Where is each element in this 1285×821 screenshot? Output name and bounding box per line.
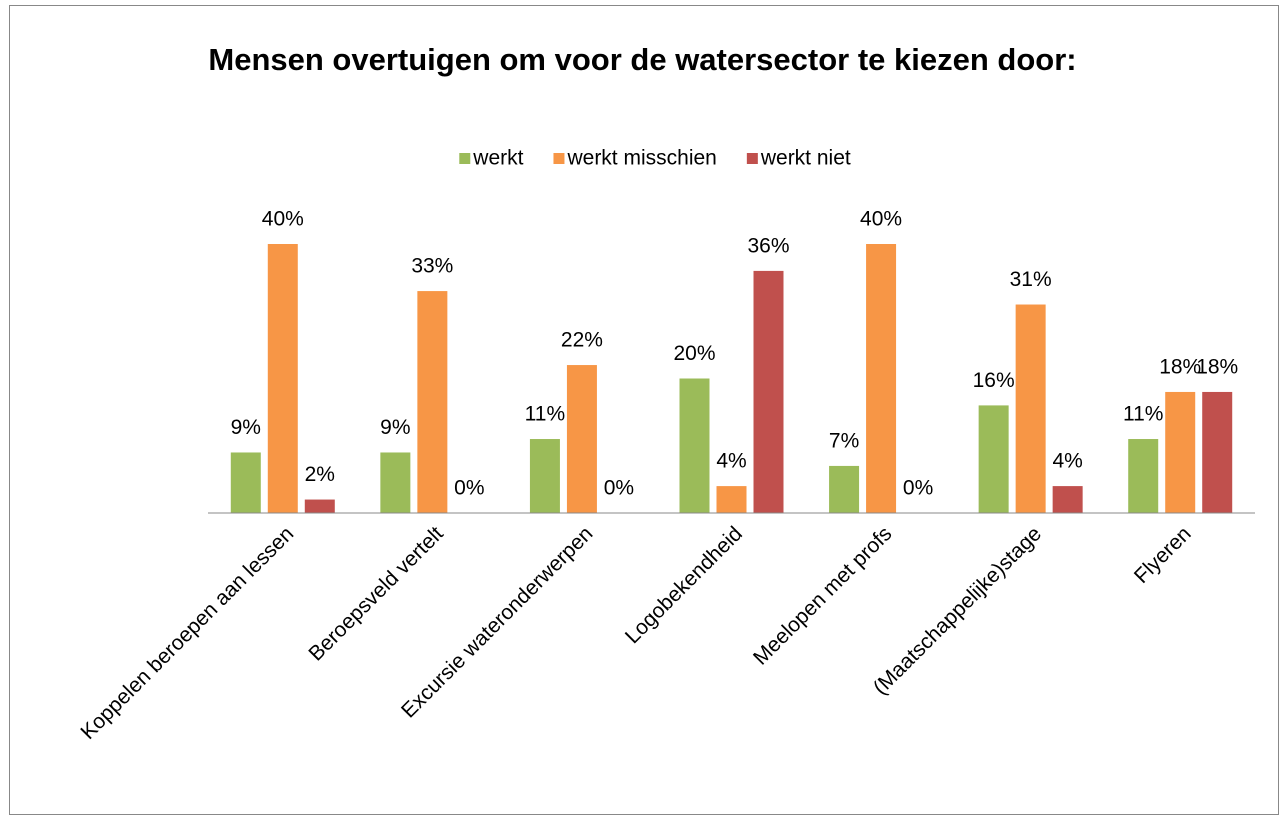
data-label: 9%: [231, 416, 261, 439]
data-label: 22%: [561, 329, 603, 352]
data-label: 36%: [747, 234, 789, 257]
x-tick-label: Logobekendheid: [621, 522, 747, 648]
bar: [304, 499, 335, 513]
data-label: 20%: [673, 342, 715, 365]
data-label: 2%: [305, 463, 335, 486]
legend-label: werkt misschien: [566, 147, 716, 170]
data-label: 18%: [1159, 355, 1201, 378]
legend-label: werkt: [472, 147, 523, 170]
bar: [230, 452, 261, 513]
data-label: 4%: [716, 450, 746, 473]
x-tick-label: (Maatschappelijke)stage: [869, 522, 1046, 699]
chart-title: Mensen overtuigen om voor de watersector…: [208, 42, 1077, 77]
x-tick-label: Beroepsveld vertelt: [304, 522, 447, 665]
data-label: 9%: [380, 416, 410, 439]
legend-swatch: [459, 153, 471, 164]
x-tick-label: Flyeren: [1130, 522, 1196, 588]
data-label: 0%: [454, 477, 484, 500]
bar: [566, 365, 597, 513]
chart-frame: [9, 5, 1279, 815]
bar: [679, 378, 710, 513]
bar: [829, 465, 860, 513]
bar: [1015, 304, 1046, 513]
legend-swatch: [746, 153, 758, 164]
data-label: 18%: [1196, 355, 1238, 378]
bar: [716, 486, 747, 513]
data-label: 40%: [860, 208, 902, 231]
data-label: 7%: [829, 429, 859, 452]
x-tick-label: Koppelen beroepen aan lessen: [76, 522, 298, 744]
data-label: 11%: [1123, 403, 1163, 426]
data-label: 4%: [1052, 450, 1082, 473]
bar: [1202, 391, 1233, 513]
bar: [1165, 391, 1196, 513]
bar: [417, 291, 448, 513]
x-tick-label: Meelopen met profs: [749, 522, 897, 670]
bar: [1052, 486, 1083, 513]
data-label: 11%: [525, 403, 565, 426]
bar: [753, 270, 784, 513]
data-label: 0%: [903, 477, 933, 500]
data-label: 31%: [1010, 268, 1052, 291]
data-label: 16%: [973, 369, 1015, 392]
data-label: 0%: [604, 477, 634, 500]
data-label: 33%: [411, 255, 453, 278]
bar: [380, 452, 411, 513]
bar: [1128, 439, 1159, 513]
bar: [529, 439, 560, 513]
bar: [866, 244, 897, 513]
legend-swatch: [553, 153, 565, 164]
bar: [267, 244, 298, 513]
legend-label: werkt niet: [760, 147, 851, 170]
bar: [978, 405, 1009, 513]
data-label: 40%: [262, 208, 304, 231]
